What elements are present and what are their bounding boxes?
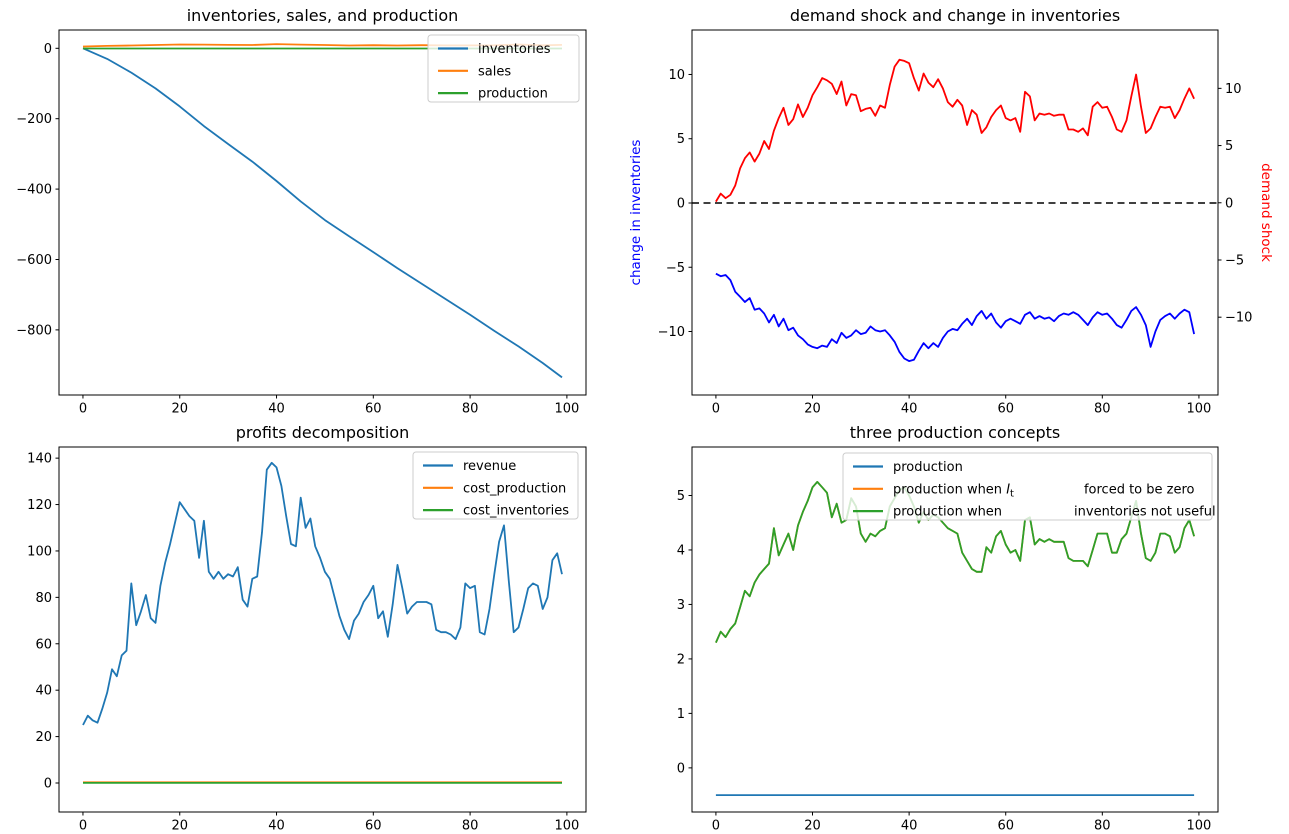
series-line-production-when-inventories-not-useful [715,480,1195,643]
x-tick-label: 60 [997,819,1014,834]
y-right-tick-label: 0 [1225,196,1233,211]
y-tick-label: 2 [677,652,685,667]
legend-label: production [893,460,963,475]
y-right-tick-label: −5 [1225,253,1244,268]
legend-box [842,452,1213,521]
x-tick-label: 40 [268,819,285,834]
chart-title: profits decomposition [236,423,410,442]
x-tick-label: 100 [554,402,579,417]
legend: production production when It forced to be… [842,452,1216,521]
x-tick-label: 40 [901,819,918,834]
legend: revenue cost_production cost_inventories [412,451,579,520]
x-tick-label: 60 [365,819,382,834]
y-tick-label: 3 [677,598,685,613]
x-tick-label: 60 [365,402,382,417]
chart-three-production-concepts: 0 20 40 60 80 100 0 1 2 3 4 5 production production w… [677,423,1219,834]
x-tick-label: 20 [171,402,188,417]
legend-label: production [478,87,548,102]
x-tick-label: 100 [1187,402,1212,417]
y-tick-label: −10 [658,325,685,340]
axes-border [691,29,1219,396]
x-tick-label: 80 [1094,819,1111,834]
y-axis-label-left: change in inventories [628,140,644,286]
axes-border [58,29,587,396]
y-tick-label: 0 [44,42,52,57]
legend-label: revenue [463,459,516,474]
y-tick-label: 80 [35,591,52,606]
x-tick-label: 0 [79,402,87,417]
y-right-tick-label: 10 [1225,82,1242,97]
axes-border [58,446,587,813]
chart-title: inventories, sales, and production [187,6,459,25]
y-tick-label: 0 [677,196,685,211]
y-right-tick-label: 5 [1225,139,1233,154]
legend: inventories sales production [427,34,580,103]
legend-label: inventories [478,42,551,57]
y-tick-label: 100 [27,544,52,559]
series-line-change-in-inventories [715,272,1195,363]
y-tick-label: 5 [677,132,685,147]
chart-demand-shock-change-in-inventories: 0 20 40 60 80 100 10 5 0 −5 −10 10 5 0 −5 −10 change in … [628,6,1274,417]
x-tick-label: 20 [171,819,188,834]
y-tick-label: 120 [27,498,52,513]
series-line-demand-shock [715,58,1195,203]
chart-title: three production concepts [850,423,1061,442]
y-tick-label: 4 [677,543,685,558]
y-right-tick-label: −10 [1225,311,1252,326]
chart-inventories-sales-production: 0 20 40 60 80 100 0 −200 −400 −600 −800 inventories… [16,6,587,417]
legend-box [427,34,580,103]
y-tick-label: 140 [27,452,52,467]
x-tick-label: 80 [462,819,479,834]
y-tick-label: 1 [677,707,685,722]
legend-label: production when inventories not useful [893,505,1216,520]
y-tick-label: −5 [666,261,685,276]
axes-border [691,446,1219,813]
x-tick-label: 20 [804,819,821,834]
y-tick-label: −200 [16,112,52,127]
y-tick-label: −400 [16,183,52,198]
legend-label: cost_inventories [463,504,569,519]
y-tick-label: 20 [35,730,52,745]
y-tick-label: 5 [677,489,685,504]
y-tick-label: −600 [16,253,52,268]
legend-label: production when It forced to be zero [893,482,1195,499]
x-tick-label: 80 [1094,402,1111,417]
x-tick-label: 100 [554,819,579,834]
x-tick-label: 0 [712,819,720,834]
y-tick-label: 10 [668,68,685,83]
y-tick-label: 40 [35,684,52,699]
series-line-revenue [82,461,563,726]
y-tick-label: 0 [44,776,52,791]
x-tick-label: 0 [712,402,720,417]
y-tick-label: 60 [35,637,52,652]
x-tick-label: 40 [901,402,918,417]
legend-box [412,451,579,520]
chart-profits-decomposition: 0 20 40 60 80 100 0 20 40 60 80 100 120 140 revenue cos… [27,423,587,834]
series-line-inventories [82,47,563,379]
x-tick-label: 100 [1187,819,1212,834]
x-tick-label: 80 [462,402,479,417]
x-tick-label: 20 [804,402,821,417]
x-tick-label: 0 [79,819,87,834]
y-axis-label-right: demand shock [1258,163,1274,262]
chart-title: demand shock and change in inventories [790,6,1120,25]
y-tick-label: 0 [677,761,685,776]
x-tick-label: 60 [997,402,1014,417]
x-tick-label: 40 [268,402,285,417]
legend-label: cost_production [463,481,566,496]
legend-label: sales [478,64,511,79]
y-tick-label: −800 [16,323,52,338]
